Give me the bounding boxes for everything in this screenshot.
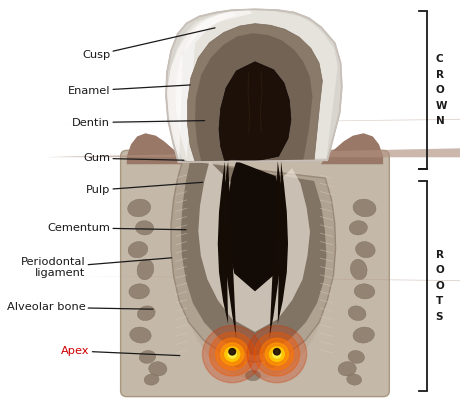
Circle shape	[228, 350, 236, 358]
Text: Cementum: Cementum	[47, 223, 186, 233]
Polygon shape	[46, 136, 461, 158]
Circle shape	[229, 348, 236, 355]
Ellipse shape	[299, 231, 314, 248]
FancyBboxPatch shape	[121, 150, 390, 397]
Ellipse shape	[196, 309, 212, 322]
Ellipse shape	[355, 242, 375, 258]
Circle shape	[216, 338, 249, 370]
Ellipse shape	[137, 259, 154, 280]
Ellipse shape	[219, 336, 233, 346]
Text: Gum: Gum	[83, 153, 184, 163]
Ellipse shape	[349, 221, 367, 235]
Circle shape	[209, 332, 255, 376]
Polygon shape	[171, 161, 336, 362]
Text: Dentin: Dentin	[72, 118, 205, 128]
Ellipse shape	[348, 306, 366, 320]
Polygon shape	[46, 276, 461, 315]
Text: Apex: Apex	[61, 346, 180, 356]
Ellipse shape	[128, 242, 148, 258]
Polygon shape	[223, 161, 236, 339]
Ellipse shape	[270, 314, 285, 325]
Ellipse shape	[233, 358, 244, 368]
Circle shape	[225, 347, 240, 361]
Polygon shape	[278, 161, 288, 324]
Ellipse shape	[350, 259, 367, 280]
Ellipse shape	[294, 257, 310, 270]
Polygon shape	[218, 161, 228, 324]
Polygon shape	[46, 85, 461, 124]
Polygon shape	[169, 10, 337, 161]
Ellipse shape	[191, 282, 209, 296]
Text: Cusp: Cusp	[82, 28, 215, 60]
Polygon shape	[175, 11, 237, 158]
Ellipse shape	[347, 374, 361, 385]
Polygon shape	[321, 133, 383, 164]
Polygon shape	[195, 33, 313, 161]
Text: Alveolar bone: Alveolar bone	[7, 302, 153, 312]
Text: Periodontal
ligament: Periodontal ligament	[21, 257, 171, 278]
Ellipse shape	[137, 306, 155, 320]
Text: R
O
O
T
S: R O O T S	[436, 250, 444, 322]
Ellipse shape	[183, 180, 327, 379]
Ellipse shape	[353, 327, 374, 343]
Circle shape	[273, 348, 280, 355]
Ellipse shape	[294, 205, 312, 219]
Ellipse shape	[266, 358, 277, 368]
Ellipse shape	[198, 205, 217, 219]
Text: C
R
O
W
N: C R O W N	[436, 54, 447, 126]
Polygon shape	[46, 136, 461, 158]
Ellipse shape	[130, 327, 151, 343]
Ellipse shape	[128, 199, 151, 217]
Ellipse shape	[139, 350, 156, 363]
Polygon shape	[198, 161, 310, 332]
Ellipse shape	[245, 370, 260, 381]
Polygon shape	[167, 10, 253, 160]
Polygon shape	[166, 9, 342, 162]
Circle shape	[273, 350, 281, 358]
Circle shape	[254, 332, 300, 376]
Circle shape	[247, 326, 307, 383]
Ellipse shape	[353, 199, 376, 217]
Circle shape	[269, 347, 284, 361]
Polygon shape	[227, 161, 283, 291]
Polygon shape	[188, 24, 322, 162]
Circle shape	[202, 326, 262, 383]
Text: Enamel: Enamel	[68, 85, 190, 96]
Polygon shape	[269, 161, 283, 339]
Ellipse shape	[194, 231, 209, 248]
Circle shape	[260, 338, 293, 370]
Polygon shape	[219, 62, 291, 161]
Polygon shape	[181, 161, 326, 356]
Ellipse shape	[136, 221, 154, 235]
Ellipse shape	[197, 257, 213, 270]
Ellipse shape	[223, 316, 237, 327]
Text: Pulp: Pulp	[86, 182, 202, 195]
Ellipse shape	[297, 282, 315, 296]
Ellipse shape	[295, 309, 310, 322]
Ellipse shape	[338, 362, 356, 376]
Polygon shape	[127, 133, 185, 164]
Circle shape	[221, 343, 244, 365]
Ellipse shape	[129, 284, 149, 299]
Ellipse shape	[275, 335, 289, 345]
Ellipse shape	[149, 362, 167, 376]
Ellipse shape	[348, 350, 365, 363]
Ellipse shape	[354, 284, 375, 299]
Circle shape	[266, 343, 289, 365]
Ellipse shape	[144, 374, 159, 385]
